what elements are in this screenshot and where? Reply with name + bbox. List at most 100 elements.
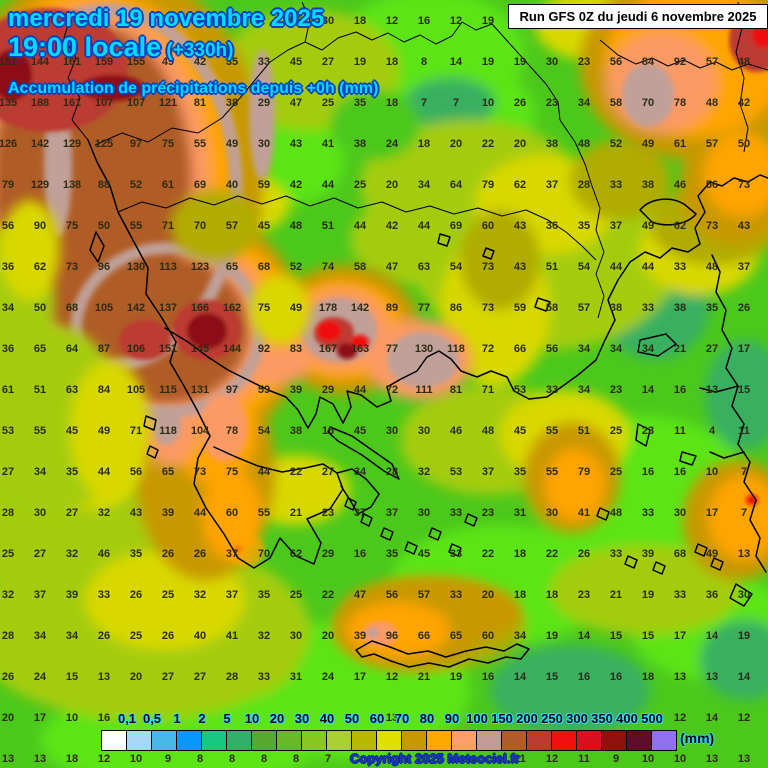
grid-value: 37 bbox=[225, 589, 239, 601]
grid-value: 33 bbox=[609, 548, 623, 560]
grid-value: 42 bbox=[193, 56, 207, 68]
grid-value: 50 bbox=[97, 220, 111, 232]
grid-value: 161 bbox=[62, 97, 82, 109]
grid-value: 92 bbox=[257, 343, 271, 355]
grid-value: 65 bbox=[225, 261, 239, 273]
grid-value: 63 bbox=[417, 261, 431, 273]
legend-threshold-label: 200 bbox=[516, 711, 538, 726]
grid-value: 73 bbox=[481, 261, 495, 273]
grid-value: 25 bbox=[161, 589, 175, 601]
legend-threshold-label: 90 bbox=[444, 711, 460, 726]
grid-value: 30 bbox=[737, 589, 751, 601]
grid-value: 39 bbox=[289, 384, 303, 396]
grid-value: 62 bbox=[33, 261, 47, 273]
grid-value: 17 bbox=[33, 712, 47, 724]
grid-value: 28 bbox=[577, 179, 591, 191]
grid-value: 107 bbox=[94, 97, 114, 109]
grid-value: 62 bbox=[673, 220, 687, 232]
grid-value: 16 bbox=[641, 466, 655, 478]
grid-value: 50 bbox=[33, 302, 47, 314]
grid-value: 188 bbox=[30, 97, 50, 109]
grid-value: 15 bbox=[641, 630, 655, 642]
grid-value: 21 bbox=[673, 343, 687, 355]
grid-value: 44 bbox=[321, 179, 335, 191]
grid-value: 47 bbox=[289, 97, 303, 109]
grid-value: 38 bbox=[353, 138, 367, 150]
grid-value: 55 bbox=[289, 15, 303, 27]
legend-threshold-label: 0,5 bbox=[142, 711, 162, 726]
grid-value: 59 bbox=[513, 302, 527, 314]
grid-value: 14 bbox=[705, 712, 719, 724]
grid-value: 32 bbox=[257, 630, 271, 642]
grid-value: 34 bbox=[353, 466, 367, 478]
grid-value: 54 bbox=[257, 425, 271, 437]
grid-value: 30 bbox=[321, 15, 335, 27]
grid-value: 27 bbox=[321, 56, 335, 68]
legend-threshold-label: 2 bbox=[198, 711, 206, 726]
grid-value: 25 bbox=[609, 425, 623, 437]
grid-value: 23 bbox=[609, 384, 623, 396]
grid-value: 73 bbox=[705, 220, 719, 232]
grid-value: 48 bbox=[705, 97, 719, 109]
grid-value: 19 bbox=[449, 671, 463, 683]
legend-threshold-label: 500 bbox=[641, 711, 663, 726]
grid-value: 16 bbox=[481, 671, 495, 683]
grid-value: 34 bbox=[609, 343, 623, 355]
grid-value: 92 bbox=[673, 56, 687, 68]
grid-value: 19 bbox=[641, 589, 655, 601]
grid-value: 15 bbox=[737, 384, 751, 396]
grid-value: 22 bbox=[481, 548, 495, 560]
grid-value: 13 bbox=[673, 671, 687, 683]
grid-value: 35 bbox=[257, 589, 271, 601]
grid-value: 26 bbox=[193, 548, 207, 560]
grid-value: 26 bbox=[577, 548, 591, 560]
grid-value: 44 bbox=[193, 507, 207, 519]
grid-value: 56 bbox=[385, 589, 399, 601]
grid-value: 16 bbox=[97, 712, 111, 724]
grid-value: 49 bbox=[161, 56, 175, 68]
legend-threshold-label: 5 bbox=[223, 711, 231, 726]
grid-value: 19 bbox=[513, 56, 527, 68]
country-borders bbox=[63, 1, 768, 319]
grid-value: 43 bbox=[513, 220, 527, 232]
grid-value: 49 bbox=[289, 302, 303, 314]
legend-threshold-label: 150 bbox=[491, 711, 513, 726]
grid-value: 89 bbox=[385, 302, 399, 314]
grid-value: 51 bbox=[545, 261, 559, 273]
grid-value: 72 bbox=[385, 384, 399, 396]
grid-value: 38 bbox=[609, 302, 623, 314]
grid-value: 14 bbox=[513, 671, 527, 683]
grid-value: 105 bbox=[126, 384, 146, 396]
grid-value: 8 bbox=[228, 753, 236, 765]
legend-threshold-label: 350 bbox=[591, 711, 613, 726]
grid-value: 118 bbox=[447, 343, 465, 355]
grid-value: 68 bbox=[65, 302, 79, 314]
grid-value: 17 bbox=[673, 630, 687, 642]
grid-value: 18 bbox=[385, 56, 399, 68]
grid-value: 96 bbox=[385, 630, 399, 642]
grid-value: 28 bbox=[225, 671, 239, 683]
legend-unit-label: (mm) bbox=[680, 730, 715, 746]
grid-value: 39 bbox=[641, 548, 655, 560]
grid-value: 12 bbox=[673, 712, 687, 724]
legend-swatch bbox=[151, 730, 177, 751]
grid-value: 18 bbox=[513, 589, 527, 601]
grid-value: 130 bbox=[126, 261, 146, 273]
legend-threshold-label: 70 bbox=[394, 711, 410, 726]
grid-value: 65 bbox=[161, 466, 175, 478]
legend-threshold-label: 0,1 bbox=[117, 711, 137, 726]
grid-value: 45 bbox=[257, 220, 271, 232]
grid-value: 32 bbox=[193, 589, 207, 601]
grid-value: 151 bbox=[0, 56, 18, 68]
grid-value: 34 bbox=[641, 343, 655, 355]
grid-value: 29 bbox=[321, 548, 335, 560]
grid-value: 16 bbox=[673, 384, 687, 396]
grid-value: 55 bbox=[33, 425, 47, 437]
grid-value: 16 bbox=[321, 425, 335, 437]
grid-value: 34 bbox=[33, 466, 47, 478]
grid-value: 28 bbox=[1, 630, 15, 642]
grid-value: 34 bbox=[33, 630, 47, 642]
grid-value: 27 bbox=[193, 671, 207, 683]
coastlines bbox=[87, 139, 768, 668]
